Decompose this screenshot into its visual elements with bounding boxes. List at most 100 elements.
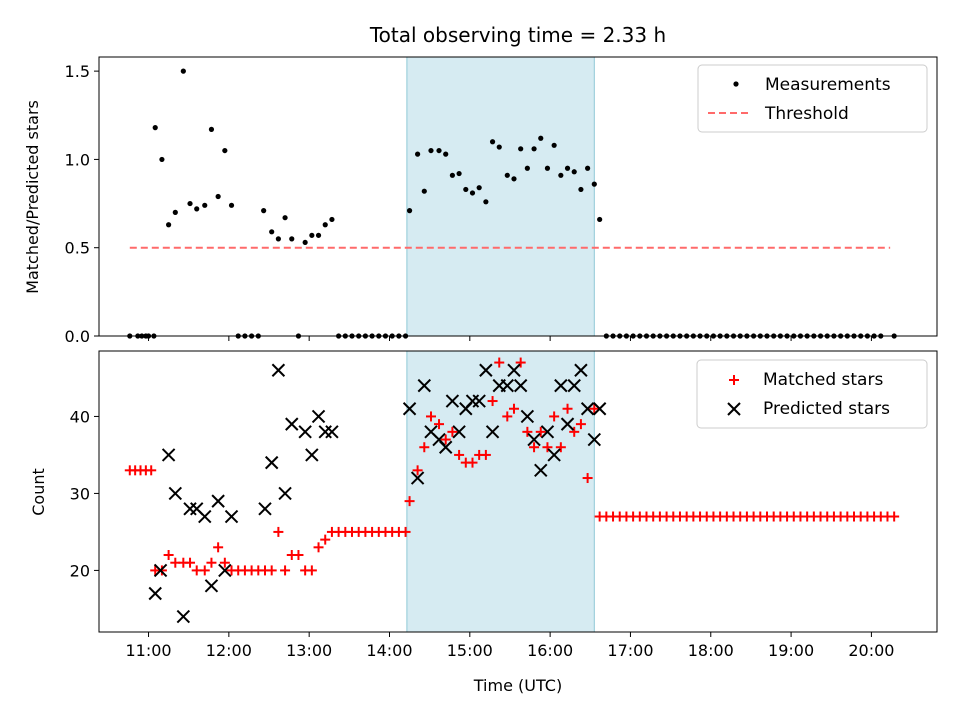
matched-stars-points: [124, 357, 900, 576]
predicted-stars-points: [148, 363, 607, 624]
measurement-point: [483, 199, 489, 205]
measurement-point: [172, 209, 178, 215]
matched-legend-label: Matched stars: [763, 370, 883, 390]
measurement-point: [152, 125, 158, 131]
predicted-star-point: [507, 363, 521, 377]
measurement-point: [456, 170, 462, 177]
matched-star-point: [454, 449, 465, 460]
predicted-star-point: [592, 402, 607, 416]
predicted-star-point: [148, 586, 162, 601]
matched-star-point: [163, 550, 174, 561]
predicted-star-point: [452, 425, 466, 439]
predicted-star-point: [311, 409, 326, 424]
predicted-star-point: [472, 394, 486, 408]
measurement-point: [315, 232, 322, 238]
predicted-star-point: [439, 440, 453, 454]
predicted-star-point: [153, 563, 168, 578]
matched-star-point: [582, 473, 593, 484]
count-y-tick-label: 30: [70, 484, 90, 503]
ratio-y-axis-label: Matched/Predicted stars: [23, 100, 42, 294]
matched-star-point: [535, 426, 546, 437]
ratio-y-tick-label: 0.0: [65, 327, 90, 346]
matched-star-point: [589, 403, 600, 414]
measurement-point: [544, 165, 551, 171]
measurement-point: [496, 144, 502, 150]
measurement-point: [415, 151, 421, 157]
x-axis-label: Time (UTC): [473, 676, 562, 695]
count-plot-frame: [98, 350, 938, 633]
matched-star-point: [419, 442, 430, 453]
predicted-star-point: [298, 425, 312, 439]
matched-star-point: [440, 434, 451, 445]
predicted-star-point: [264, 455, 279, 470]
observing-window-shade-count: [406, 350, 595, 633]
predicted-star-point: [168, 486, 183, 501]
matched-star-point: [412, 465, 423, 476]
measurement-point: [524, 165, 530, 171]
measurement-point: [571, 169, 577, 175]
measurements-legend-marker: [733, 81, 739, 87]
ratio-y-ticks: 0.0 0.5 1.0 1.5: [65, 62, 99, 346]
measurement-point: [302, 239, 308, 246]
measurements-legend-label: Measurements: [765, 75, 891, 95]
measurement-point: [449, 172, 456, 178]
measurement-point: [591, 181, 597, 187]
matched-star-point: [508, 403, 519, 414]
ratio-legend-box: [697, 64, 928, 133]
measurement-point: [578, 186, 584, 193]
predicted-star-point: [534, 463, 548, 478]
predicted-star-point: [574, 363, 588, 377]
predicted-star-point: [211, 494, 225, 508]
measurement-point: [585, 165, 591, 171]
measurement-point: [428, 147, 434, 154]
measurement-point: [208, 126, 215, 132]
matched-star-point: [206, 557, 217, 568]
measurement-point: [463, 186, 469, 193]
chart-title: Total observing time = 2.33 h: [369, 23, 666, 47]
measurement-point: [406, 208, 413, 214]
measurement-point: [511, 176, 517, 182]
predicted-star-point: [285, 417, 299, 431]
x-tick-label: 11:00: [125, 641, 171, 660]
predicted-star-point: [278, 486, 292, 501]
matched-star-point: [146, 465, 157, 476]
x-tick-label: 14:00: [366, 641, 412, 660]
predicted-star-point: [402, 402, 417, 416]
matched-star-point: [213, 542, 224, 553]
matched-star-point: [425, 411, 436, 422]
predicted-star-point: [224, 509, 239, 524]
predicted-legend-label: Predicted stars: [763, 399, 890, 419]
measurement-point: [531, 146, 537, 152]
measurement-point: [228, 202, 235, 208]
measurement-point: [202, 202, 208, 208]
matched-star-point: [889, 511, 900, 522]
matched-star-point: [273, 526, 284, 537]
matched-star-point: [320, 534, 331, 545]
matched-star-point: [480, 449, 491, 460]
predicted-star-point: [540, 425, 555, 439]
matched-star-point: [293, 550, 304, 561]
measurement-point: [269, 229, 275, 235]
measurement-point: [166, 222, 172, 228]
measurement-point: [476, 185, 482, 191]
count-legend: Matched stars Predicted stars: [696, 359, 928, 429]
predicted-star-point: [258, 502, 272, 516]
ratio-legend: Measurements Threshold: [697, 64, 928, 133]
observing-window-shade: [406, 56, 595, 337]
predicted-star-point: [410, 471, 425, 485]
predicted-star-point: [547, 448, 561, 462]
count-y-tick-label: 40: [70, 407, 90, 426]
predicted-star-point: [325, 425, 339, 439]
x-tick-label: 19:00: [768, 641, 814, 660]
matched-star-point: [487, 396, 498, 407]
predicted-star-point: [485, 425, 500, 439]
matched-star-point: [529, 442, 540, 453]
x-tick-label: 16:00: [527, 641, 573, 660]
matched-star-point: [467, 457, 478, 468]
matched-star-point: [575, 419, 586, 430]
matched-star-point: [494, 357, 505, 368]
predicted-star-point: [479, 363, 493, 377]
measurement-point: [222, 147, 228, 154]
predicted-star-point: [445, 394, 460, 408]
